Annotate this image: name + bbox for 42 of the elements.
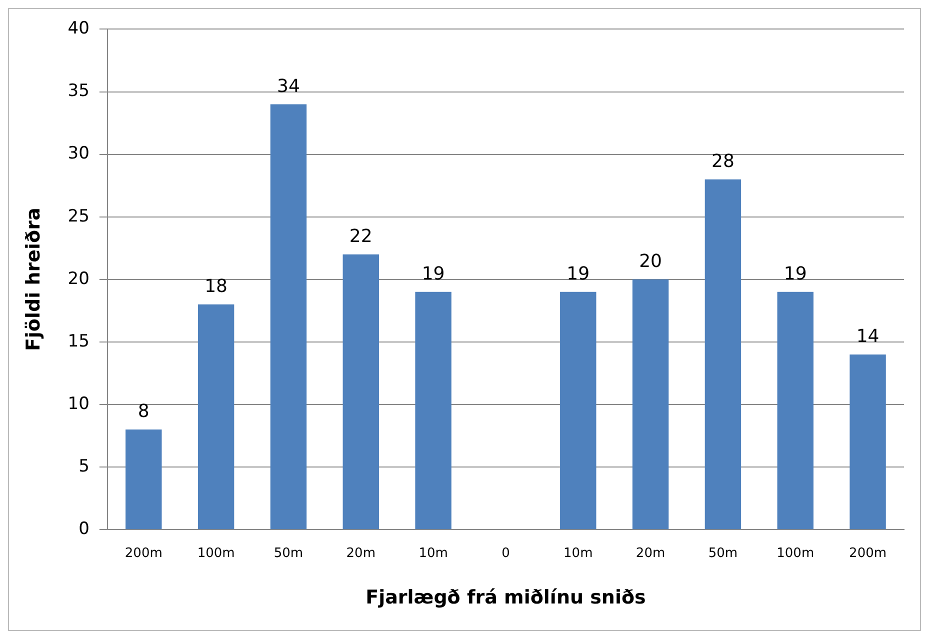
x-tick-label: 100m xyxy=(776,546,814,561)
x-tick-label: 20m xyxy=(636,546,666,561)
bar xyxy=(850,354,886,530)
data-label: 19 xyxy=(566,264,590,285)
x-axis-title: Fjarlægð frá miðlínu sniðs xyxy=(366,586,646,609)
y-tick-label: 20 xyxy=(68,268,90,289)
data-label: 19 xyxy=(784,264,807,285)
bar xyxy=(415,292,452,530)
y-axis-title: Fjöldi hreiðra xyxy=(22,208,44,352)
y-tick-label: 35 xyxy=(68,81,90,102)
data-label: 19 xyxy=(422,264,445,285)
data-label: 28 xyxy=(712,150,734,172)
data-label: 18 xyxy=(204,276,228,298)
bar xyxy=(704,179,742,530)
x-tick-label: 10m xyxy=(564,546,593,561)
x-tick-label: 0 xyxy=(502,546,510,561)
data-label: 34 xyxy=(277,76,300,97)
bar xyxy=(632,279,669,530)
bar xyxy=(342,254,379,530)
data-label: 8 xyxy=(138,401,150,422)
y-tick-label: 40 xyxy=(68,18,90,39)
data-label: 14 xyxy=(856,326,880,348)
y-tick-label: 15 xyxy=(68,331,90,352)
x-tick-label: 100m xyxy=(197,546,235,561)
x-tick-label: 200m xyxy=(849,546,887,561)
bar xyxy=(777,292,814,530)
data-label: 20 xyxy=(639,251,662,272)
bar xyxy=(560,292,596,530)
y-tick-label: 25 xyxy=(68,206,90,226)
bar xyxy=(270,104,307,530)
data-label: 22 xyxy=(349,226,372,248)
y-tick-label: 10 xyxy=(68,394,90,414)
y-tick-label: 30 xyxy=(68,144,90,164)
bar xyxy=(126,430,162,530)
x-tick-label: 50m xyxy=(708,546,738,561)
x-tick-label: 50m xyxy=(274,546,304,561)
bar xyxy=(198,304,234,530)
x-tick-label: 200m xyxy=(124,546,162,561)
y-tick-label: 0 xyxy=(78,519,90,540)
x-tick-label: 10m xyxy=(418,546,448,561)
x-tick-label: 20m xyxy=(346,546,376,561)
y-tick-label: 5 xyxy=(78,456,90,476)
